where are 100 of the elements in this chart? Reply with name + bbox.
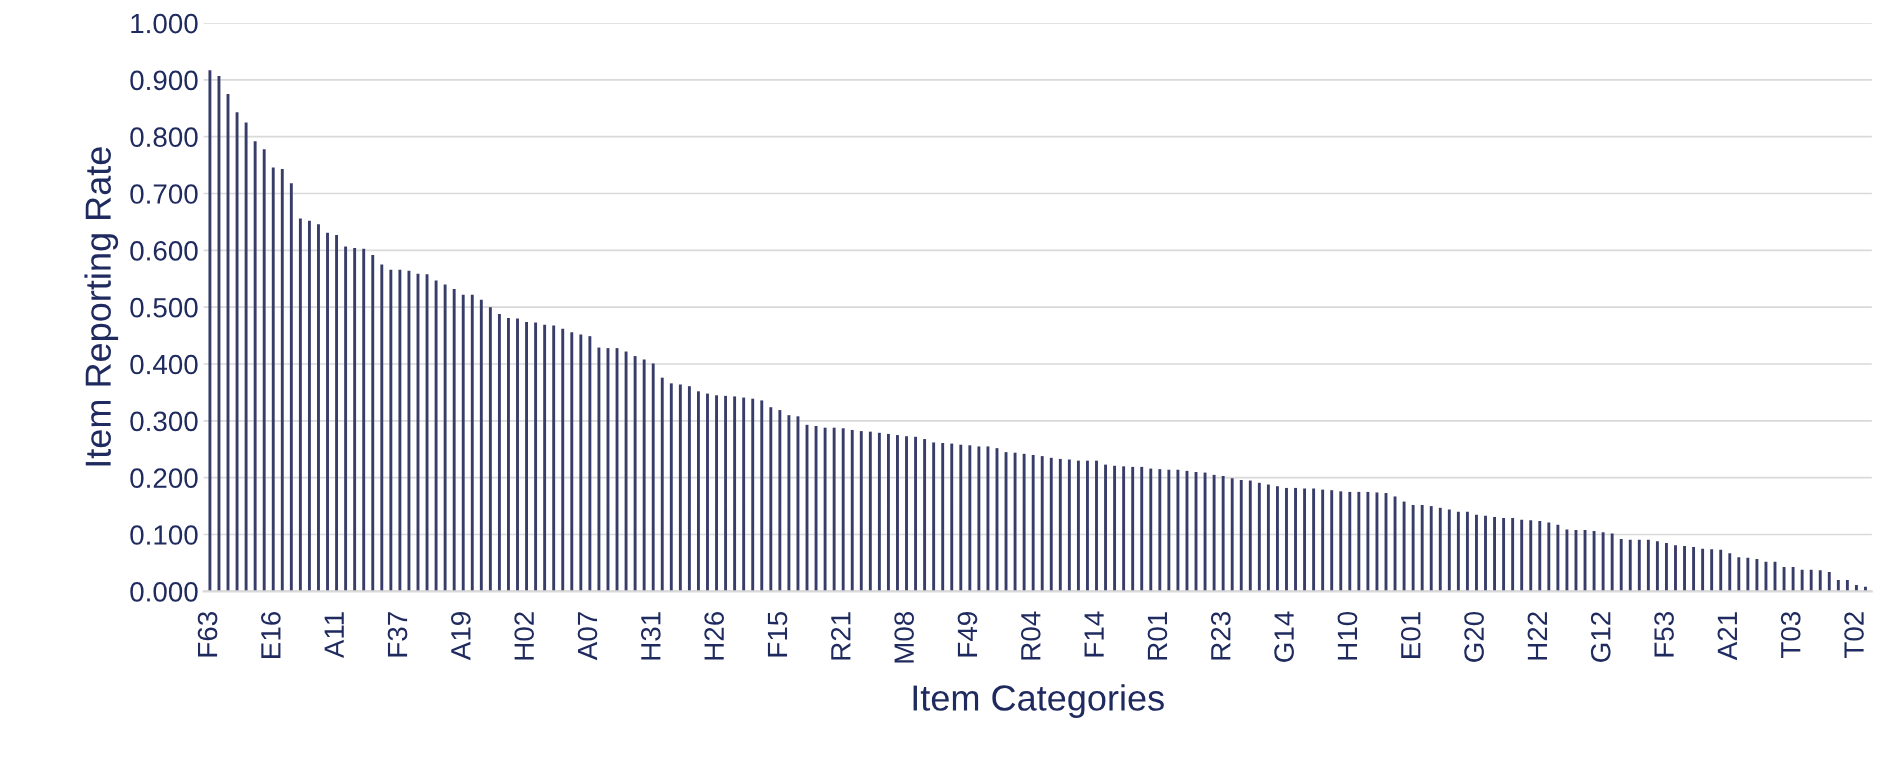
bar bbox=[1067, 459, 1071, 592]
bar bbox=[1357, 491, 1361, 592]
bar bbox=[1411, 504, 1415, 592]
bar bbox=[868, 431, 872, 592]
bar bbox=[850, 429, 854, 592]
y-tick-label: 0.500 bbox=[130, 297, 198, 318]
bar bbox=[543, 324, 547, 592]
bar bbox=[1674, 545, 1677, 592]
bar bbox=[1294, 487, 1297, 592]
bar bbox=[280, 169, 284, 592]
bar bbox=[923, 439, 927, 592]
bar bbox=[253, 141, 257, 592]
bar bbox=[1176, 469, 1180, 592]
y-tick-label: 0.100 bbox=[130, 525, 198, 545]
bar bbox=[1321, 489, 1325, 592]
bar bbox=[335, 235, 339, 592]
bar bbox=[733, 396, 737, 592]
bar bbox=[470, 294, 474, 592]
bar bbox=[968, 445, 972, 592]
bar bbox=[1122, 466, 1126, 592]
x-tick-label: F63 bbox=[197, 612, 218, 657]
bar bbox=[1610, 533, 1614, 592]
bar bbox=[905, 436, 908, 592]
y-tick-label: 0.600 bbox=[130, 241, 198, 261]
bar bbox=[651, 363, 655, 592]
bar bbox=[1529, 520, 1533, 592]
bar bbox=[561, 328, 565, 592]
bar bbox=[1312, 488, 1316, 592]
bar bbox=[344, 246, 348, 592]
bar bbox=[778, 410, 782, 592]
bar bbox=[1809, 569, 1813, 592]
bar bbox=[1646, 539, 1650, 592]
bar bbox=[570, 332, 574, 592]
bar bbox=[642, 359, 646, 592]
bar bbox=[932, 442, 936, 592]
x-tick-label: R21 bbox=[830, 612, 851, 660]
x-tick-label: A07 bbox=[577, 612, 598, 661]
bar bbox=[1655, 541, 1659, 592]
bar bbox=[742, 397, 746, 592]
bar bbox=[497, 314, 501, 592]
bar bbox=[1248, 480, 1252, 592]
bar bbox=[461, 294, 465, 592]
bar bbox=[1456, 511, 1460, 592]
bar bbox=[1845, 579, 1849, 592]
bar bbox=[669, 383, 673, 592]
x-tick-label: H26 bbox=[704, 612, 724, 660]
bar bbox=[678, 384, 682, 592]
bar bbox=[1221, 475, 1225, 592]
bar bbox=[244, 122, 248, 592]
bar bbox=[488, 307, 492, 592]
bar bbox=[1438, 507, 1442, 592]
bar bbox=[208, 70, 212, 592]
bar bbox=[914, 436, 918, 592]
bar bbox=[823, 427, 827, 592]
bar bbox=[1728, 553, 1732, 592]
bar bbox=[407, 270, 411, 592]
bar bbox=[1031, 454, 1035, 592]
bar bbox=[1520, 519, 1524, 592]
bar bbox=[624, 351, 628, 592]
bar bbox=[1040, 456, 1044, 592]
bar bbox=[1275, 486, 1279, 592]
bar bbox=[1511, 518, 1515, 592]
bar bbox=[1493, 516, 1496, 592]
bar bbox=[289, 183, 293, 592]
bar bbox=[832, 427, 836, 592]
bar bbox=[1049, 457, 1053, 592]
bar bbox=[398, 269, 402, 592]
y-tick-label: 0.800 bbox=[130, 127, 198, 148]
bar bbox=[1104, 464, 1107, 592]
bar bbox=[977, 446, 981, 592]
bar bbox=[751, 398, 755, 592]
x-tick-label: G20 bbox=[1464, 611, 1484, 662]
bar bbox=[597, 347, 601, 592]
x-tick-label: H31 bbox=[640, 612, 661, 660]
bar bbox=[1475, 514, 1478, 592]
y-tick-label: 0.300 bbox=[130, 411, 198, 432]
x-tick-label: H10 bbox=[1337, 611, 1358, 660]
bar bbox=[326, 232, 329, 592]
bar bbox=[507, 318, 510, 592]
bar bbox=[859, 431, 863, 592]
bar bbox=[1484, 515, 1487, 592]
bar bbox=[1149, 468, 1153, 592]
bar bbox=[1592, 531, 1596, 592]
bar bbox=[1429, 506, 1433, 592]
bar bbox=[706, 393, 709, 592]
bar bbox=[1665, 543, 1668, 592]
x-tick-label: G12 bbox=[1590, 612, 1611, 662]
bar bbox=[1402, 501, 1406, 592]
bar bbox=[1131, 466, 1135, 592]
bar bbox=[371, 254, 375, 592]
bar bbox=[525, 321, 528, 592]
bar bbox=[1230, 478, 1234, 592]
bar bbox=[896, 435, 899, 592]
bar bbox=[516, 318, 519, 592]
bar bbox=[1547, 522, 1551, 592]
x-tick-label: H02 bbox=[514, 612, 535, 660]
bar bbox=[760, 400, 764, 592]
bar bbox=[1565, 529, 1569, 592]
bar bbox=[307, 220, 311, 592]
bar bbox=[380, 264, 384, 592]
